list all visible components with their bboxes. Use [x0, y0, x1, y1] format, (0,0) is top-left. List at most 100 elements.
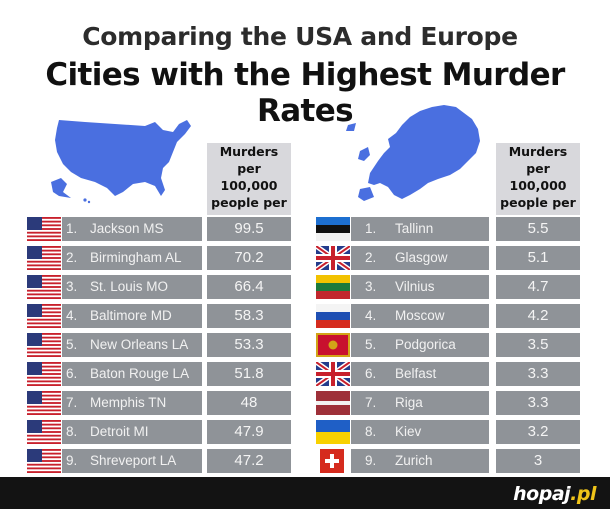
us-city-label: 6. Baton Rouge LA [62, 362, 202, 386]
eu-city-label: 7. Riga [351, 391, 489, 415]
us-city-name: Baltimore MD [90, 308, 172, 323]
eu-table-row: 2. Glasgow 5.1 [314, 243, 580, 273]
us-flag-icon [27, 420, 61, 444]
us-table-row: 1. Jackson MS 99.5 [27, 217, 291, 241]
us-rate-value: 99.5 [207, 217, 291, 241]
us-rank: 2. [66, 250, 78, 265]
eu-rate-value: 3.2 [496, 420, 580, 444]
us-city-name: Jackson MS [90, 221, 164, 236]
eu-city-name: Moscow [395, 308, 445, 323]
us-city-label: 1. Jackson MS [62, 217, 202, 241]
eu-table-row: 4. Moscow 4.2 [316, 304, 580, 328]
eu-city-name: Podgorica [395, 337, 456, 352]
us-table-row: 3. St. Louis MO 66.4 [27, 275, 291, 299]
eu-city-label: 3. Vilnius [351, 275, 489, 299]
eu-city-name: Vilnius [395, 279, 435, 294]
us-flag-icon [27, 275, 61, 299]
uk-flag-icon [314, 243, 352, 273]
us-city-label: 8. Detroit MI [62, 420, 202, 444]
eu-city-label: 5. Podgorica [351, 333, 489, 357]
us-city-label: 5. New Orleans LA [62, 333, 202, 357]
eu-city-name: Riga [395, 395, 423, 410]
us-header-line: people per [211, 195, 287, 210]
eu-rate-value: 3 [496, 449, 580, 473]
us-flag-icon [27, 362, 61, 386]
us-city-name: Birmingham AL [90, 250, 182, 265]
ukraine-flag-icon [316, 420, 350, 444]
us-rank: 7. [66, 395, 78, 410]
subtitle: Comparing the USA and Europe [82, 22, 518, 51]
us-rate-value: 66.4 [207, 275, 291, 299]
footer-bar: hopaj.pl [0, 477, 610, 509]
eu-rate-value: 4.2 [496, 304, 580, 328]
us-city-label: 4. Baltimore MD [62, 304, 202, 328]
us-rate-value: 53.3 [207, 333, 291, 357]
us-city-label: 2. Birmingham AL [62, 246, 202, 270]
us-rate-value: 51.8 [207, 362, 291, 386]
eu-city-label: 1. Tallinn [351, 217, 489, 241]
us-rank: 3. [66, 279, 78, 294]
us-city-name: St. Louis MO [90, 279, 169, 294]
us-column-header: Murders per 100,000 people per year [207, 143, 291, 227]
eu-city-label: 6. Belfast [351, 362, 489, 386]
us-flag-icon [27, 246, 61, 270]
us-header-line: 100,000 [220, 178, 278, 193]
eu-rate-value: 5.1 [496, 246, 580, 270]
us-flag-icon [27, 304, 61, 328]
us-city-label: 9. Shreveport LA [62, 449, 202, 473]
switzerland-flag-icon [316, 449, 350, 473]
us-city-name: Detroit MI [90, 424, 149, 439]
eu-city-name: Glasgow [395, 250, 448, 265]
us-flag-icon [27, 391, 61, 415]
us-rate-value: 48 [207, 391, 291, 415]
brand-tld: .pl [570, 483, 596, 505]
eu-city-name: Zurich [395, 453, 433, 468]
us-table-row: 7. Memphis TN 48 [27, 391, 291, 415]
russia-flag-icon [316, 304, 350, 328]
eu-table-row: 7. Riga 3.3 [316, 391, 580, 415]
eu-rank: 5. [365, 337, 377, 352]
us-header-line: Murders per [219, 144, 279, 176]
eu-rank: 8. [365, 424, 377, 439]
eu-city-label: 9. Zurich [351, 449, 489, 473]
brand-logo[interactable]: hopaj.pl [513, 483, 596, 505]
eu-rate-value: 5.5 [496, 217, 580, 241]
eu-city-label: 2. Glasgow [351, 246, 489, 270]
eu-rank: 1. [365, 221, 377, 236]
estonia-flag-icon [316, 217, 350, 241]
eu-table-row: 9. Zurich 3 [316, 449, 580, 473]
us-city-label: 3. St. Louis MO [62, 275, 202, 299]
europe-map-icon [346, 105, 480, 201]
eu-table-row: 1. Tallinn 5.5 [316, 217, 580, 241]
brand-name: hopaj [513, 483, 571, 505]
us-rank: 5. [66, 337, 78, 352]
us-rate-value: 47.9 [207, 420, 291, 444]
lithuania-flag-icon [316, 275, 350, 299]
us-city-name: New Orleans LA [90, 337, 189, 352]
eu-column-header: Murders per 100,000 people per year [496, 143, 580, 227]
eu-table-row: 5. Podgorica 3.5 [316, 333, 580, 357]
us-flag-icon [27, 449, 61, 473]
us-city-name: Shreveport LA [90, 453, 177, 468]
us-rate-value: 70.2 [207, 246, 291, 270]
us-table-row: 5. New Orleans LA 53.3 [27, 333, 291, 357]
eu-rank: 7. [365, 395, 377, 410]
eu-header-line: 100,000 [509, 178, 567, 193]
eu-rank: 2. [365, 250, 377, 265]
eu-city-name: Kiev [395, 424, 422, 439]
eu-rate-value: 3.3 [496, 362, 580, 386]
eu-table-row: 8. Kiev 3.2 [316, 420, 580, 444]
us-rate-value: 47.2 [207, 449, 291, 473]
us-rank: 6. [66, 366, 78, 381]
eu-rate-value: 3.3 [496, 391, 580, 415]
eu-rate-value: 3.5 [496, 333, 580, 357]
eu-rank: 4. [365, 308, 377, 323]
us-rank: 4. [66, 308, 78, 323]
eu-rate-value: 4.7 [496, 275, 580, 299]
us-city-name: Memphis TN [90, 395, 167, 410]
page-title: Cities with the Highest Murder Rates [45, 57, 565, 129]
eu-city-label: 4. Moscow [351, 304, 489, 328]
latvia-flag-icon [316, 391, 350, 415]
us-table-row: 8. Detroit MI 47.9 [27, 420, 291, 444]
eu-header-line: Murders per [508, 144, 568, 176]
